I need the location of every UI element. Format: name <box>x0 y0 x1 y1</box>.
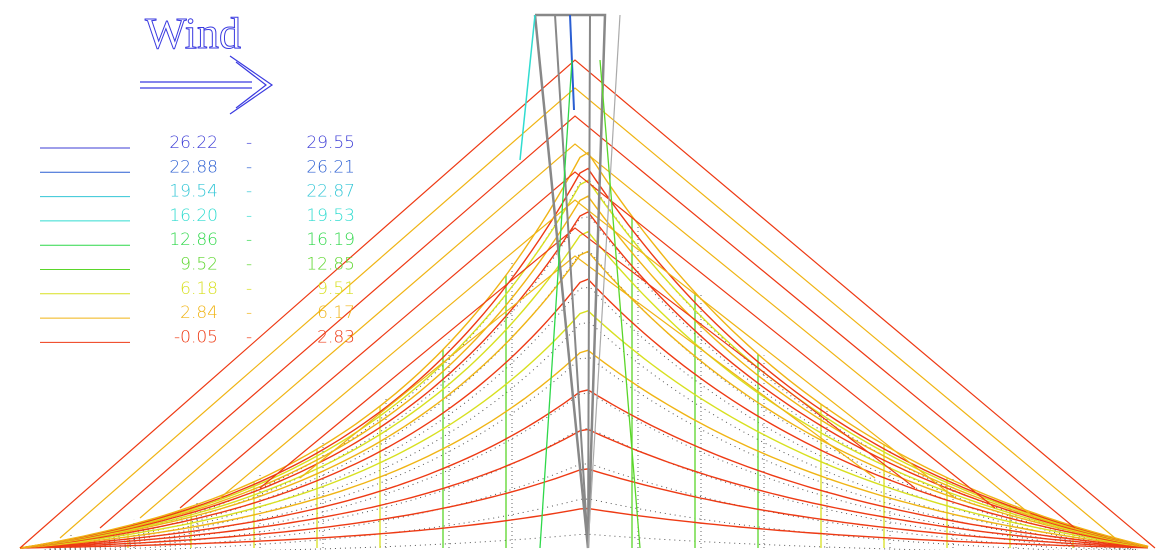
legend-to: 12.85 <box>306 255 355 275</box>
legend-to: 9.51 <box>317 279 355 299</box>
legend-to: 2.83 <box>317 327 355 347</box>
legend-from: 26.22 <box>169 133 218 153</box>
legend-from: 19.54 <box>169 182 218 202</box>
legend-to: 19.53 <box>306 206 355 226</box>
legend-separator: - <box>246 255 252 275</box>
mesh-line <box>520 15 535 160</box>
legend-from: -0.05 <box>174 327 218 347</box>
legend-separator: - <box>246 206 252 226</box>
legend-to: 16.19 <box>306 230 355 250</box>
legend: 26.22 - 29.55 22.88 - 26.21 19.54 - 22.87 16.20 - 1… <box>40 133 355 347</box>
legend-from: 22.88 <box>169 157 218 177</box>
legend-separator: - <box>246 182 252 202</box>
legend-separator: - <box>246 327 252 347</box>
legend-from: 9.52 <box>180 255 218 275</box>
legend-to: 6.17 <box>317 303 355 323</box>
wind-arrow <box>140 56 272 114</box>
wind-title: Wind <box>145 9 241 58</box>
legend-from: 12.86 <box>169 230 218 250</box>
legend-separator: - <box>246 303 252 323</box>
legend-from: 2.84 <box>180 303 218 323</box>
legend-to: 29.55 <box>306 133 355 153</box>
legend-separator: - <box>246 279 252 299</box>
legend-from: 6.18 <box>180 279 218 299</box>
legend-separator: - <box>246 230 252 250</box>
drawing: Wind 26.22 - 29.55 22.88 - 26.21 19.54 - 22.87 16… <box>0 0 1158 550</box>
legend-from: 16.20 <box>169 206 218 226</box>
legend-to: 22.87 <box>306 182 355 202</box>
legend-to: 26.21 <box>306 157 355 177</box>
legend-separator: - <box>246 133 252 153</box>
legend-separator: - <box>246 157 252 177</box>
